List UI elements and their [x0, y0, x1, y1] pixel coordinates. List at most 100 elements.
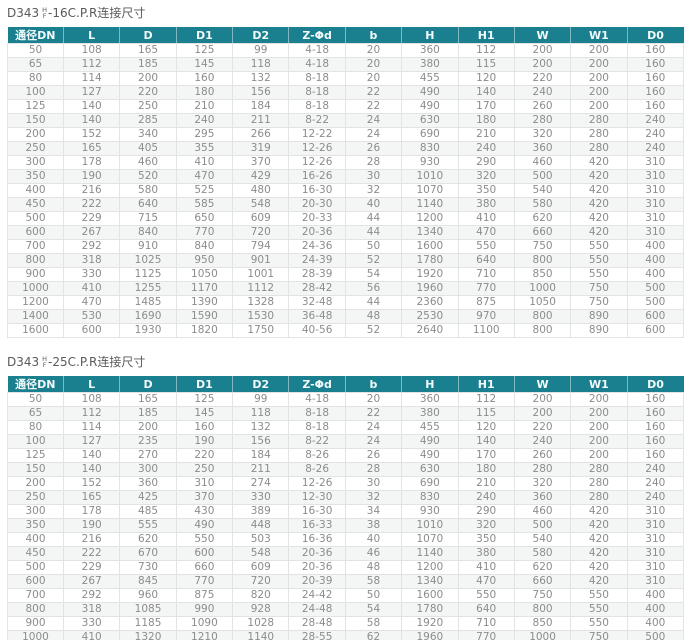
table-cell: 120 [457, 420, 515, 435]
table-cell: 54 [344, 267, 403, 282]
table-cell: 620 [513, 560, 572, 575]
table-cell: 630 [401, 462, 459, 477]
table-cell: 310 [626, 546, 685, 561]
table-cell: 470 [457, 225, 515, 240]
table-cell: 530 [62, 309, 121, 324]
table-cell: 178 [62, 504, 121, 519]
table-cell: 1000 [513, 281, 572, 296]
table-cell: 274 [232, 476, 290, 491]
table-cell: 28 [344, 155, 403, 170]
table-row: 700 292 910 840 794 24-36 50 1600 550 750 550 400 [7, 239, 685, 254]
table-cell: 490 [401, 99, 459, 114]
table-cell: 266 [232, 127, 290, 142]
table-cell: 600 [626, 309, 685, 324]
table-cell: 24 [344, 420, 403, 435]
table-cell: 160 [626, 85, 685, 100]
table-row: 1200 470 1485 1390 1328 32-48 44 2360 875 1050 750… [7, 295, 685, 310]
table-cell: 50 [344, 239, 403, 254]
table-cell: 28-48 [288, 616, 346, 631]
table-cell: 200 [119, 420, 177, 435]
table-cell: 585 [175, 197, 234, 212]
table-cell: 310 [626, 211, 685, 226]
table-cell: 420 [570, 155, 628, 170]
column-header: W [513, 27, 571, 44]
table-cell: 240 [626, 141, 685, 156]
table-cell: 670 [119, 546, 177, 561]
table-cell: 1690 [119, 309, 177, 324]
table-cell: 901 [232, 253, 290, 268]
table-cell: 660 [175, 560, 234, 575]
table-cell: 400 [626, 267, 685, 282]
table-cell: 16-26 [288, 169, 346, 184]
table-row: 700 292 960 875 820 24-42 50 1600 550 750 550 400 [7, 588, 685, 603]
title-hf-bottom: F [42, 361, 47, 369]
table-cell: 1530 [232, 309, 290, 324]
title-suffix: -25C.P.R连接尺寸 [48, 355, 146, 369]
table-cell: 490 [401, 434, 459, 449]
table-cell: 470 [62, 295, 121, 310]
table-cell: 730 [119, 560, 177, 575]
table-cell: 145 [175, 57, 234, 72]
table-cell: 220 [513, 71, 572, 86]
dimensions-table-pn25: 通径DN L D D1 D2 Z-Φd b H H1 W W1 D0 50 108 165 125 99 4-18… [7, 376, 685, 640]
table-cell: 1025 [119, 253, 177, 268]
table-cell: 1750 [232, 323, 290, 338]
table-row: 1000 410 1255 1170 1112 28-42 56 1960 770 1000 750… [7, 281, 685, 296]
table-cell: 240 [626, 127, 685, 142]
table-cell: 160 [175, 71, 234, 86]
table-cell: 200 [513, 406, 572, 421]
table-cell: 200 [7, 476, 64, 491]
table-cell: 470 [457, 574, 515, 589]
table-cell: 240 [626, 490, 685, 505]
title-model-code: D343 [7, 355, 40, 369]
table-cell: 200 [570, 57, 628, 72]
table-cell: 620 [513, 211, 572, 226]
table-row: 200 152 340 295 266 12-22 24 690 210 320 280 240 [7, 127, 685, 142]
table-cell: 1960 [401, 281, 459, 296]
table-cell: 503 [232, 532, 290, 547]
table-cell: 410 [457, 560, 515, 575]
table-cell: 114 [62, 420, 121, 435]
table-cell: 99 [232, 392, 290, 407]
table-cell: 420 [570, 225, 628, 240]
table-cell: 1125 [119, 267, 177, 282]
table-cell: 890 [570, 309, 628, 324]
table-cell: 280 [513, 113, 572, 128]
table-cell: 118 [232, 406, 290, 421]
table-cell: 125 [175, 392, 234, 407]
table-cell: 211 [232, 462, 290, 477]
table-cell: 8-18 [288, 71, 346, 86]
table-cell: 48 [344, 560, 403, 575]
table-cell: 178 [62, 155, 121, 170]
table-row: 1400 530 1690 1590 1530 36-48 48 2530 970 800 890 6… [7, 309, 685, 324]
table-cell: 360 [119, 476, 177, 491]
table-cell: 1400 [7, 309, 64, 324]
table-cell: 22 [344, 85, 403, 100]
table-cell: 420 [570, 197, 628, 212]
table-cell: 115 [457, 406, 515, 421]
table-cell: 160 [626, 99, 685, 114]
table-cell: 65 [7, 57, 64, 72]
table-cell: 330 [232, 490, 290, 505]
table-cell: 548 [232, 197, 290, 212]
table-cell: 292 [62, 588, 121, 603]
table-cell: 216 [62, 183, 121, 198]
table-cell: 190 [175, 434, 234, 449]
table-cell: 200 [570, 406, 628, 421]
table-cell: 8-22 [288, 434, 346, 449]
table-cell: 1070 [401, 183, 459, 198]
table-cell: 20-36 [288, 225, 346, 240]
column-header: Z-Φd [288, 376, 346, 393]
table-cell: 500 [7, 560, 64, 575]
table-cell: 32 [344, 490, 403, 505]
table-cell: 900 [7, 616, 64, 631]
table-cell: 720 [232, 574, 290, 589]
table-cell: 8-22 [288, 113, 346, 128]
table-cell: 930 [401, 155, 459, 170]
table-cell: 156 [232, 85, 290, 100]
title-suffix: -16C.P.R连接尺寸 [48, 6, 146, 20]
table-cell: 20 [344, 392, 403, 407]
table-row: 900 330 1185 1090 1028 28-48 58 1920 710 850 550 40… [7, 616, 685, 631]
table-cell: 1210 [175, 630, 234, 640]
